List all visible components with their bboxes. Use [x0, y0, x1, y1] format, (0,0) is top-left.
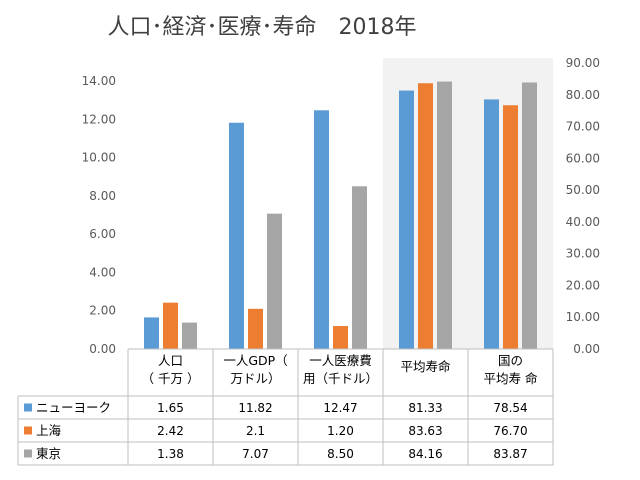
- right-tick-label: 10.00: [566, 310, 600, 324]
- series-name: 東京: [36, 446, 61, 461]
- right-tick-label: 60.00: [566, 151, 600, 165]
- category-label: 平均寿 命: [484, 371, 538, 386]
- legend-swatch: [24, 426, 32, 435]
- right-tick-label: 80.00: [566, 88, 600, 102]
- data-label: 81.33: [408, 401, 442, 415]
- right-tick-label: 20.00: [566, 278, 600, 292]
- left-tick-label: 0.00: [89, 342, 116, 356]
- bar: [352, 186, 367, 349]
- category-label: 一人GDP（: [223, 353, 287, 368]
- bar: [144, 317, 159, 349]
- left-tick-label: 14.00: [82, 74, 116, 88]
- legend-swatch: [24, 403, 32, 412]
- legend-swatch: [24, 449, 32, 458]
- left-tick-label: 10.00: [82, 151, 116, 165]
- bar: [333, 326, 348, 349]
- data-label: 11.82: [238, 401, 272, 415]
- data-label: 1.38: [157, 447, 184, 461]
- data-label: 84.16: [408, 447, 442, 461]
- left-tick-label: 2.00: [89, 304, 116, 318]
- bar: [503, 105, 518, 350]
- left-tick-label: 4.00: [89, 265, 116, 279]
- right-tick-label: 0.00: [573, 342, 600, 356]
- data-label: 12.47: [323, 401, 357, 415]
- left-tick-label: 8.00: [89, 189, 116, 203]
- right-tick-label: 40.00: [566, 215, 600, 229]
- bar: [522, 82, 537, 350]
- bar: [314, 110, 329, 349]
- category-label: 平均寿命: [400, 359, 451, 374]
- data-label: 1.65: [157, 401, 184, 415]
- category-label: 国の: [498, 353, 523, 368]
- bar: [437, 81, 452, 349]
- data-label: 76.70: [493, 424, 527, 438]
- series-name: 上海: [36, 423, 62, 438]
- category-label: 万ドル）: [230, 371, 280, 386]
- bars: [144, 81, 537, 350]
- right-tick-label: 50.00: [566, 183, 600, 197]
- left-tick-label: 6.00: [89, 227, 116, 241]
- right-axis: 0.00 10.00 20.00 30.00 40.00 50.00 60.00 70.00 8…: [566, 56, 600, 356]
- right-tick-label: 70.00: [566, 120, 600, 134]
- bar: [267, 213, 282, 349]
- left-tick-label: 12.00: [82, 112, 116, 126]
- right-tick-label: 90.00: [566, 56, 600, 70]
- data-label: 1.20: [327, 424, 354, 438]
- data-label: 7.07: [242, 447, 269, 461]
- data-label: 83.63: [408, 424, 442, 438]
- series-name: ニューヨーク: [36, 400, 111, 415]
- data-label: 2.42: [157, 424, 184, 438]
- category-label: 一人医療費: [309, 353, 372, 368]
- bar: [418, 83, 433, 350]
- category-label: （ 千万 ）: [142, 371, 200, 386]
- data-label: 2.1: [246, 424, 265, 438]
- data-label: 83.87: [493, 447, 527, 461]
- category-label: 人口: [158, 353, 183, 368]
- bar: [229, 122, 244, 349]
- bar: [248, 308, 263, 349]
- chart-title: 人口･経済･医療･寿命 2018年: [108, 15, 417, 40]
- left-axis: 0.00 2.00 4.00 6.00 8.00 10.00 12.00 14.00: [82, 74, 116, 356]
- bar: [484, 99, 499, 350]
- bar: [182, 322, 197, 349]
- bar: [399, 90, 414, 349]
- data-label: 78.54: [493, 401, 527, 415]
- category-label: 用（千ドル）: [303, 371, 378, 386]
- bar: [163, 302, 178, 349]
- data-label: 8.50: [327, 447, 354, 461]
- right-tick-label: 30.00: [566, 247, 600, 261]
